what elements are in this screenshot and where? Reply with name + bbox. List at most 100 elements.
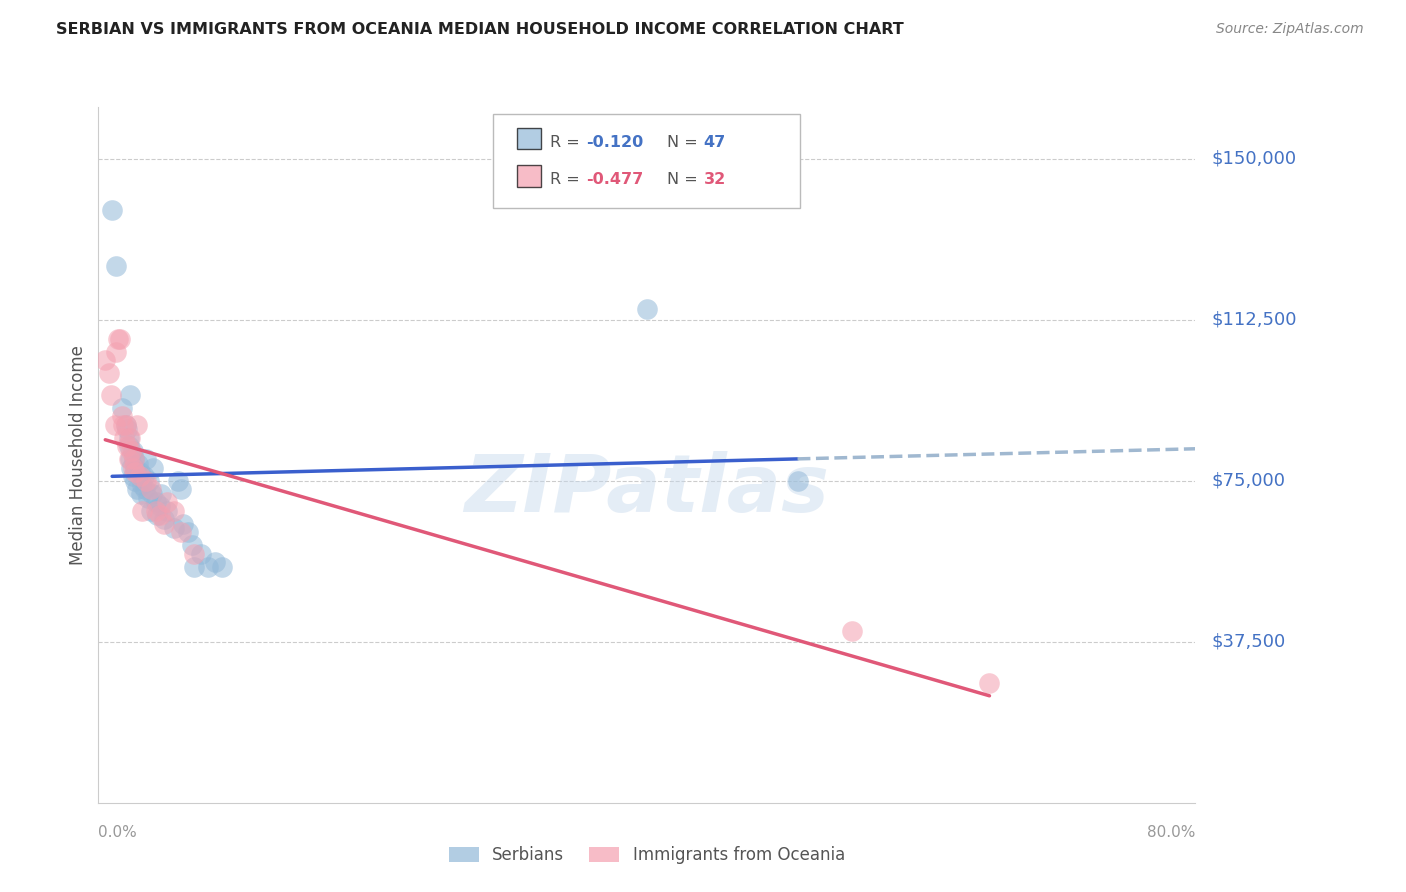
Point (124, 460, 146, 475)
Point (145, 504, 167, 518)
FancyBboxPatch shape (517, 165, 541, 186)
Text: $112,500: $112,500 (1212, 310, 1298, 328)
Point (115, 439, 138, 453)
Point (180, 538, 202, 552)
Point (129, 486, 152, 500)
Point (121, 469, 143, 483)
Point (134, 483, 156, 497)
Point (197, 559, 219, 574)
Point (176, 525, 198, 540)
Point (131, 504, 153, 518)
Point (121, 443, 143, 458)
Point (132, 469, 155, 483)
Point (110, 332, 132, 346)
Point (118, 431, 141, 445)
Point (122, 452, 145, 467)
Point (136, 491, 159, 505)
Text: R =: R = (550, 135, 585, 150)
Point (163, 504, 186, 518)
Text: $75,000: $75,000 (1212, 472, 1286, 490)
Text: -0.477: -0.477 (586, 172, 644, 187)
Point (170, 483, 193, 497)
Point (150, 486, 173, 500)
Point (107, 332, 129, 346)
Point (124, 465, 146, 479)
Point (636, 301, 658, 316)
Point (115, 417, 138, 432)
Point (117, 431, 139, 445)
Point (118, 388, 141, 402)
Text: ZIPatlas: ZIPatlas (464, 450, 830, 529)
Point (111, 409, 134, 424)
Point (190, 547, 212, 561)
Point (117, 452, 139, 467)
Point (979, 675, 1001, 690)
Point (94, 353, 117, 368)
Point (139, 483, 162, 497)
Point (125, 417, 148, 432)
Point (115, 422, 138, 436)
Point (104, 417, 127, 432)
Point (118, 452, 141, 467)
Point (156, 495, 179, 509)
Text: 80.0%: 80.0% (1147, 825, 1195, 840)
Text: Source: ZipAtlas.com: Source: ZipAtlas.com (1216, 22, 1364, 37)
Point (149, 508, 172, 522)
Point (145, 495, 167, 509)
Point (131, 478, 153, 492)
Point (156, 504, 179, 518)
Point (121, 460, 143, 475)
Point (135, 452, 157, 467)
Point (841, 624, 863, 638)
Point (120, 443, 142, 458)
Point (170, 525, 193, 540)
Point (211, 559, 233, 574)
Point (153, 512, 176, 526)
Point (139, 504, 162, 518)
Text: SERBIAN VS IMMIGRANTS FROM OCEANIA MEDIAN HOUSEHOLD INCOME CORRELATION CHART: SERBIAN VS IMMIGRANTS FROM OCEANIA MEDIA… (56, 22, 904, 37)
Point (111, 401, 134, 415)
Point (100, 388, 122, 402)
Text: 0.0%: 0.0% (98, 825, 138, 840)
Point (120, 460, 142, 475)
Point (128, 469, 150, 483)
Point (172, 516, 194, 531)
Point (128, 465, 150, 479)
Point (204, 555, 226, 569)
Point (786, 474, 808, 488)
Point (105, 259, 128, 273)
Text: R =: R = (550, 172, 585, 187)
Text: N =: N = (666, 172, 703, 187)
Point (117, 439, 139, 453)
Point (122, 452, 145, 467)
Point (183, 547, 205, 561)
Point (124, 474, 146, 488)
Y-axis label: Median Household Income: Median Household Income (69, 345, 87, 565)
Text: $37,500: $37,500 (1212, 632, 1286, 651)
Point (98, 367, 121, 381)
Point (138, 474, 160, 488)
Text: -0.120: -0.120 (586, 135, 644, 150)
FancyBboxPatch shape (494, 114, 800, 208)
Point (101, 203, 124, 218)
Point (153, 516, 176, 531)
Point (125, 483, 148, 497)
Point (149, 500, 172, 514)
Point (115, 417, 138, 432)
Point (142, 460, 165, 475)
Point (163, 521, 186, 535)
Point (141, 486, 163, 500)
Point (183, 559, 205, 574)
Text: 32: 32 (704, 172, 725, 187)
Text: N =: N = (666, 135, 703, 150)
Point (167, 474, 190, 488)
Text: 47: 47 (704, 135, 725, 150)
FancyBboxPatch shape (517, 128, 541, 149)
Point (135, 474, 157, 488)
Text: $150,000: $150,000 (1212, 150, 1298, 168)
Point (127, 457, 149, 471)
Point (114, 431, 136, 445)
Legend: Serbians, Immigrants from Oceania: Serbians, Immigrants from Oceania (441, 839, 852, 871)
Point (146, 508, 169, 522)
Point (112, 417, 135, 432)
